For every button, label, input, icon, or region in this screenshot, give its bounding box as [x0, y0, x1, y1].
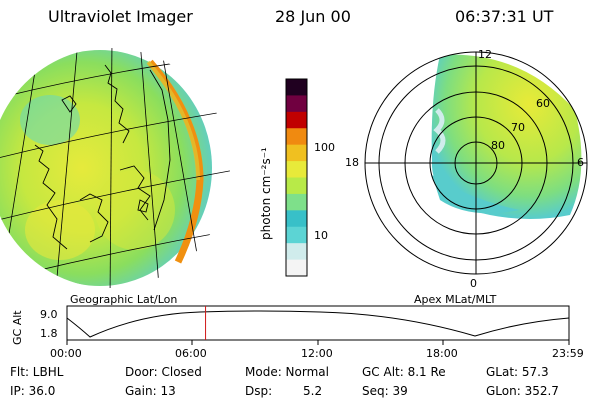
gc-alt-readout: GC Alt: 8.1 Re	[362, 365, 446, 379]
date-label: 28 Jun 00	[275, 7, 351, 26]
glon-readout: GLon: 352.7	[486, 384, 559, 398]
coastline	[34, 64, 171, 250]
dsp-readout-value: 5.2	[303, 384, 323, 398]
altitude-timeline	[66, 305, 570, 345]
glat-readout: GLat: 57.3	[486, 365, 549, 379]
mode-readout: Mode: Normal	[245, 365, 329, 379]
timeline-xtick-0000: 00:00	[50, 347, 82, 360]
colorbar-segment	[286, 79, 307, 96]
lat-label-60: 60	[536, 97, 550, 110]
colorbar-tick-100: 100	[314, 141, 335, 154]
colorbar-segment	[286, 144, 307, 162]
mlt-label-right: 6	[577, 156, 584, 169]
timeline-ytick-max: 9.0	[40, 308, 58, 321]
timeline-xtick-2359: 23:59	[552, 347, 584, 360]
timeline-frame	[66, 305, 570, 341]
timeline-axis-label: GC Alt	[11, 310, 24, 345]
door-readout: Door: Closed	[125, 365, 202, 379]
colorbar-segment	[286, 177, 307, 195]
filter-readout: Flt: LBHL	[10, 365, 64, 379]
left-panel-caption: Geographic Lat/Lon	[70, 293, 178, 306]
graticule	[0, 48, 230, 288]
right-panel-caption: Apex MLat/MLT	[414, 293, 497, 306]
colorbar-segment	[286, 259, 307, 277]
mlt-label-bottom: 0	[470, 277, 477, 290]
colorbar-segment	[286, 243, 307, 261]
colorbar-segment	[286, 193, 307, 211]
mlt-label-top: 12	[478, 48, 492, 61]
timeline-ytick-min: 1.8	[40, 327, 58, 340]
lat-label-70: 70	[511, 121, 525, 134]
altitude-curve	[66, 310, 570, 338]
colorbar-unit-label: photon cm⁻²s⁻¹	[259, 147, 273, 240]
dsp-readout-label: Dsp:	[245, 384, 273, 398]
colorbar-segment	[286, 210, 307, 228]
seq-readout: Seq: 39	[362, 384, 408, 398]
lat-label-80: 80	[491, 139, 505, 152]
colorbar-segment	[286, 128, 307, 146]
colorbar-segment	[286, 161, 307, 178]
colorbar-segment	[286, 95, 307, 113]
colorbar-segment	[286, 226, 307, 244]
time-label: 06:37:31 UT	[455, 7, 554, 26]
timeline-xtick-1800: 18:00	[426, 347, 458, 360]
gain-readout: Gain: 13	[125, 384, 176, 398]
colorbar-tick-10: 10	[314, 229, 328, 242]
polar-grid	[364, 51, 588, 275]
colorbar-segment	[286, 111, 307, 129]
mlt-label-left: 18	[345, 156, 359, 169]
colorbar	[285, 78, 308, 277]
ip-readout: IP: 36.0	[10, 384, 56, 398]
polar-plot	[364, 51, 588, 275]
timeline-ticks	[66, 340, 570, 345]
colorbar-frame	[285, 78, 308, 277]
timeline-xtick-1200: 12:00	[301, 347, 333, 360]
geographic-image	[0, 48, 230, 288]
app-title: Ultraviolet Imager	[48, 7, 193, 26]
timeline-xtick-0600: 06:00	[175, 347, 207, 360]
